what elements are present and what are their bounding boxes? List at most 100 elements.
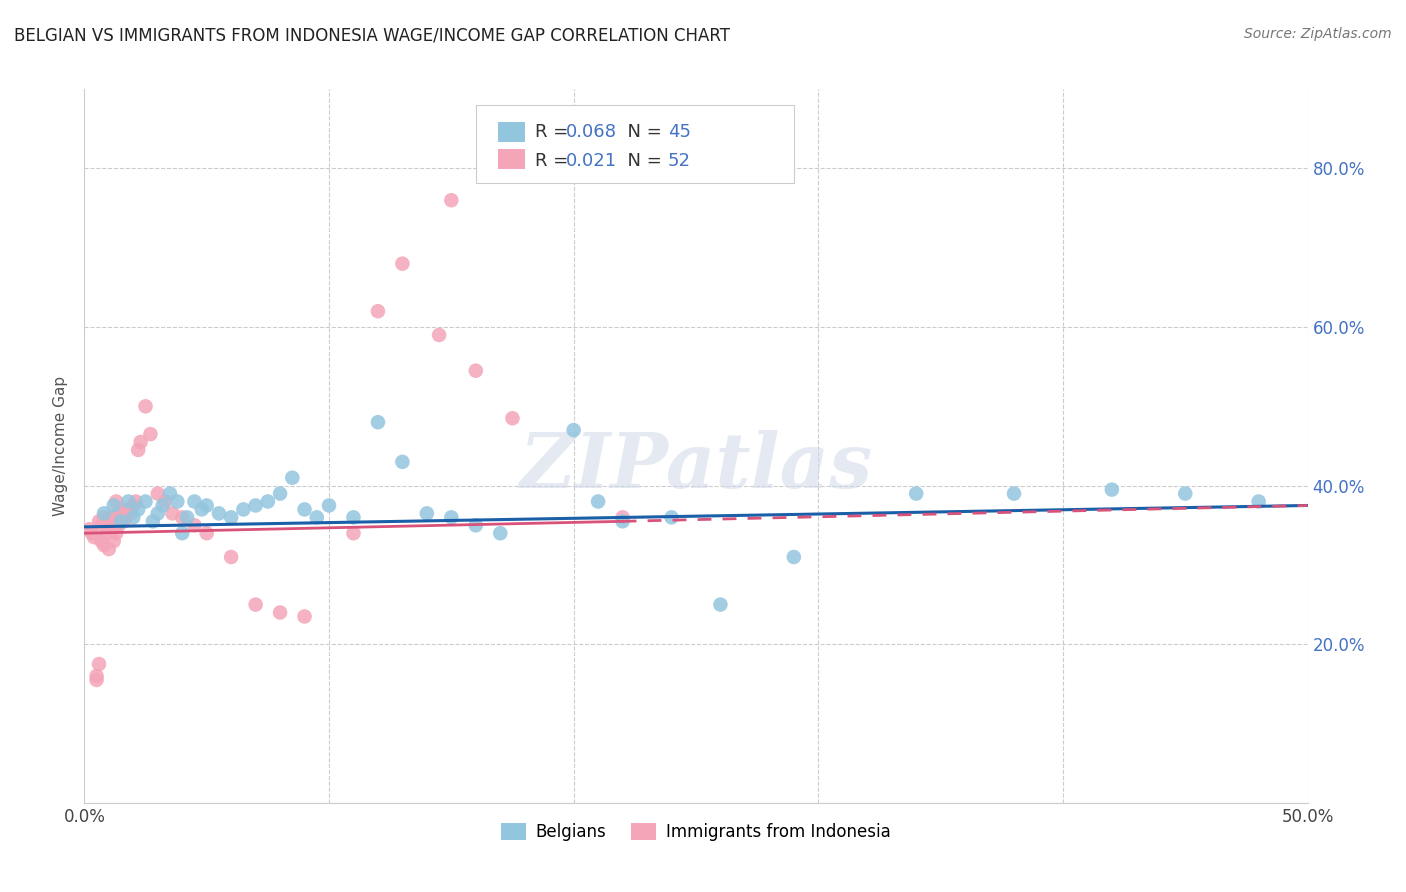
- Point: [464, 364, 486, 378]
- Point: [183, 518, 205, 533]
- Point: [87, 514, 110, 528]
- Point: [416, 507, 439, 521]
- Point: [281, 471, 304, 485]
- Point: [294, 609, 316, 624]
- Point: [159, 486, 181, 500]
- Point: [1101, 483, 1123, 497]
- Point: [367, 304, 389, 318]
- Point: [97, 518, 120, 533]
- Point: [146, 507, 169, 521]
- Point: [612, 514, 634, 528]
- Point: [93, 538, 115, 552]
- Point: [90, 518, 112, 533]
- Point: [183, 494, 205, 508]
- Point: [86, 673, 108, 687]
- Point: [905, 486, 928, 500]
- Point: [195, 499, 218, 513]
- Point: [97, 542, 120, 557]
- Point: [367, 415, 389, 429]
- Point: [77, 522, 100, 536]
- Point: [502, 411, 524, 425]
- Point: [129, 435, 152, 450]
- Point: [440, 510, 463, 524]
- Point: [562, 423, 585, 437]
- Point: [135, 400, 157, 414]
- Point: [122, 510, 145, 524]
- Point: [117, 502, 139, 516]
- Point: [93, 507, 115, 521]
- Point: [195, 526, 218, 541]
- Point: [127, 502, 149, 516]
- Point: [96, 514, 118, 528]
- Point: [127, 442, 149, 457]
- Point: [269, 606, 291, 620]
- Point: [153, 494, 176, 508]
- Point: [83, 530, 105, 544]
- Point: [110, 502, 132, 516]
- Text: BELGIAN VS IMMIGRANTS FROM INDONESIA WAGE/INCOME GAP CORRELATION CHART: BELGIAN VS IMMIGRANTS FROM INDONESIA WAG…: [14, 27, 730, 45]
- Point: [115, 510, 138, 524]
- Y-axis label: Wage/Income Gap: Wage/Income Gap: [53, 376, 69, 516]
- Point: [219, 510, 242, 524]
- Text: ZIPatlas: ZIPatlas: [519, 431, 873, 504]
- Point: [208, 507, 231, 521]
- Point: [103, 499, 125, 513]
- Point: [103, 514, 125, 528]
- Point: [135, 494, 157, 508]
- Point: [105, 494, 128, 508]
- Point: [245, 598, 267, 612]
- Point: [107, 518, 129, 533]
- Point: [1002, 486, 1025, 500]
- Point: [294, 502, 316, 516]
- Point: [1174, 486, 1197, 500]
- Point: [245, 499, 267, 513]
- Text: R =: R =: [534, 123, 574, 141]
- Point: [93, 510, 115, 524]
- Point: [125, 494, 148, 508]
- Point: [219, 549, 242, 564]
- Text: 45: 45: [668, 123, 690, 141]
- Point: [318, 499, 340, 513]
- Point: [152, 499, 174, 513]
- Point: [117, 494, 139, 508]
- Text: N =: N =: [616, 123, 668, 141]
- Point: [305, 510, 328, 524]
- Point: [166, 494, 188, 508]
- FancyBboxPatch shape: [498, 122, 524, 142]
- Point: [96, 526, 118, 541]
- Point: [586, 494, 609, 508]
- Point: [440, 193, 463, 207]
- Point: [100, 522, 122, 536]
- Point: [100, 510, 122, 524]
- Point: [86, 669, 108, 683]
- Point: [172, 526, 194, 541]
- Point: [87, 657, 110, 671]
- Point: [342, 526, 364, 541]
- Text: R =: R =: [534, 152, 574, 169]
- Point: [176, 510, 198, 524]
- Point: [709, 598, 731, 612]
- Point: [139, 427, 162, 442]
- Point: [269, 486, 291, 500]
- Point: [112, 514, 135, 528]
- Legend: Belgians, Immigrants from Indonesia: Belgians, Immigrants from Indonesia: [494, 816, 898, 848]
- Point: [427, 328, 450, 343]
- FancyBboxPatch shape: [475, 105, 794, 184]
- Text: 0.068: 0.068: [567, 123, 617, 141]
- Point: [122, 499, 145, 513]
- Point: [489, 526, 512, 541]
- Point: [783, 549, 806, 564]
- Point: [107, 507, 129, 521]
- Text: 0.021: 0.021: [567, 152, 617, 169]
- Point: [120, 507, 142, 521]
- Point: [612, 510, 634, 524]
- Point: [391, 257, 413, 271]
- Point: [464, 518, 486, 533]
- Point: [257, 494, 280, 508]
- Point: [1247, 494, 1270, 508]
- Point: [103, 534, 125, 549]
- Point: [90, 534, 112, 549]
- Point: [191, 502, 214, 516]
- Point: [105, 526, 128, 541]
- Point: [391, 455, 413, 469]
